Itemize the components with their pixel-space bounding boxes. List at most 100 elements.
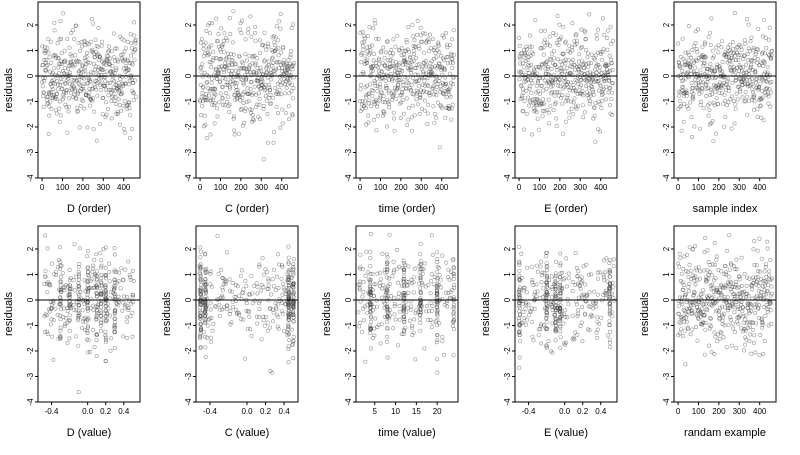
data-point [417, 313, 422, 318]
data-point [544, 265, 549, 270]
data-point [122, 38, 127, 43]
y-tick-label: -3 [184, 372, 193, 380]
data-point [389, 47, 394, 52]
data-point [728, 279, 733, 284]
data-point [517, 278, 522, 283]
data-point [754, 302, 759, 307]
data-point [563, 61, 568, 66]
data-point [266, 283, 271, 288]
data-point [274, 305, 279, 310]
data-point [128, 275, 133, 280]
data-point [58, 279, 63, 284]
data-point [226, 94, 231, 99]
data-point [119, 266, 124, 271]
data-point [98, 298, 103, 303]
data-point [67, 267, 72, 272]
data-point [272, 40, 277, 45]
data-point [689, 310, 694, 315]
data-point [223, 281, 228, 286]
data-point [710, 48, 715, 53]
data-point [700, 80, 705, 85]
data-point [753, 350, 758, 355]
data-point [608, 85, 613, 90]
data-point [291, 270, 296, 275]
x-tick-label: 200 [712, 183, 726, 192]
data-point [436, 298, 441, 303]
data-point [220, 85, 225, 90]
data-point [58, 335, 63, 340]
data-point [125, 39, 130, 44]
data-point [519, 299, 524, 304]
data-point [204, 296, 209, 301]
data-point [569, 106, 574, 111]
data-point [204, 28, 209, 33]
data-point [132, 33, 137, 38]
data-point [709, 302, 714, 307]
data-point [58, 283, 63, 288]
data-point [291, 319, 296, 324]
data-point [373, 316, 378, 321]
data-point [262, 30, 267, 35]
data-point [129, 40, 134, 45]
data-point [361, 47, 366, 52]
data-point [266, 59, 271, 64]
data-point [607, 340, 612, 345]
data-point [218, 91, 223, 96]
data-point [706, 35, 711, 40]
data-point [726, 100, 731, 105]
data-point [590, 87, 595, 92]
data-point [213, 92, 218, 97]
data-point [766, 273, 771, 278]
data-point [762, 269, 767, 274]
data-point [537, 101, 542, 106]
data-point [585, 55, 590, 60]
data-point [540, 114, 545, 119]
data-point [272, 43, 277, 48]
data-point [257, 117, 262, 122]
data-point [266, 276, 271, 281]
data-point [676, 261, 681, 266]
data-point [697, 301, 702, 306]
data-point [391, 326, 396, 331]
data-point [682, 328, 687, 333]
data-point [290, 113, 295, 118]
data-point [553, 285, 558, 290]
data-point [111, 85, 116, 90]
data-point [126, 307, 131, 312]
data-point [80, 63, 85, 68]
data-point [688, 332, 693, 337]
data-point [94, 338, 99, 343]
data-point [206, 46, 211, 51]
data-point [266, 278, 271, 283]
data-point [60, 271, 65, 276]
data-point [373, 60, 378, 65]
data-point [365, 45, 370, 50]
data-point [116, 97, 121, 102]
data-point [49, 107, 54, 112]
data-point [207, 316, 212, 321]
data-point [259, 77, 264, 82]
data-point [96, 25, 101, 30]
data-point [434, 292, 439, 297]
y-tick-label: -1 [344, 97, 353, 105]
data-point [722, 124, 727, 129]
data-point [412, 37, 417, 42]
data-point [206, 86, 211, 91]
data-point [752, 302, 757, 307]
data-point [382, 267, 387, 272]
y-tick-label: 0 [184, 297, 193, 302]
data-point [394, 63, 399, 68]
data-point [721, 335, 726, 340]
data-point [234, 81, 239, 86]
data-point [76, 303, 81, 308]
plot-frame [355, 225, 459, 403]
data-point [744, 62, 749, 67]
data-point [197, 263, 202, 268]
data-point [198, 40, 203, 45]
data-point [65, 340, 70, 345]
data-point [286, 58, 291, 63]
data-point [126, 305, 131, 310]
data-point [222, 277, 227, 282]
data-point [78, 289, 83, 294]
data-point [591, 89, 596, 94]
